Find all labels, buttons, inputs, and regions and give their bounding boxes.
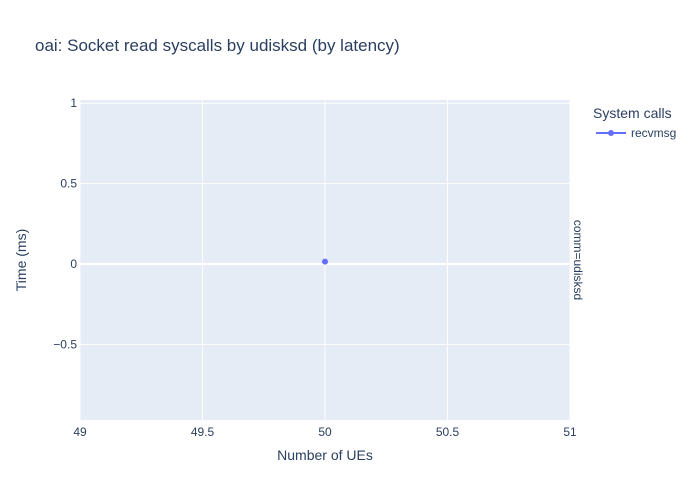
chart-title: oai: Socket read syscalls by udisksd (by… xyxy=(35,36,400,55)
x-tick-label: 51 xyxy=(563,425,577,439)
legend-title: System calls xyxy=(593,105,672,121)
x-axis-title: Number of UEs xyxy=(277,447,373,463)
legend-label: recvmsg xyxy=(631,126,676,140)
data-points[interactable] xyxy=(322,258,328,265)
tick-labels: 49 49.5 50 50.5 51 −0.5 0 0.5 1 xyxy=(53,96,577,439)
x-tick-label: 50 xyxy=(318,425,332,439)
y-axis-title: Time (ms) xyxy=(13,229,29,291)
y-tick-label: 0 xyxy=(70,257,77,271)
x-tick-label: 49 xyxy=(73,425,87,439)
legend[interactable]: System calls recvmsg xyxy=(593,105,676,140)
facet-label: comm=udisksd xyxy=(571,220,585,300)
x-tick-label: 50.5 xyxy=(436,425,460,439)
y-tick-label: 1 xyxy=(70,96,77,110)
legend-item-recvmsg[interactable]: recvmsg xyxy=(596,126,676,140)
y-tick-label: 0.5 xyxy=(60,177,77,191)
data-point-recvmsg[interactable] xyxy=(322,258,328,265)
x-tick-label: 49.5 xyxy=(191,425,215,439)
y-tick-label: −0.5 xyxy=(53,337,77,351)
legend-marker-icon xyxy=(608,130,614,136)
